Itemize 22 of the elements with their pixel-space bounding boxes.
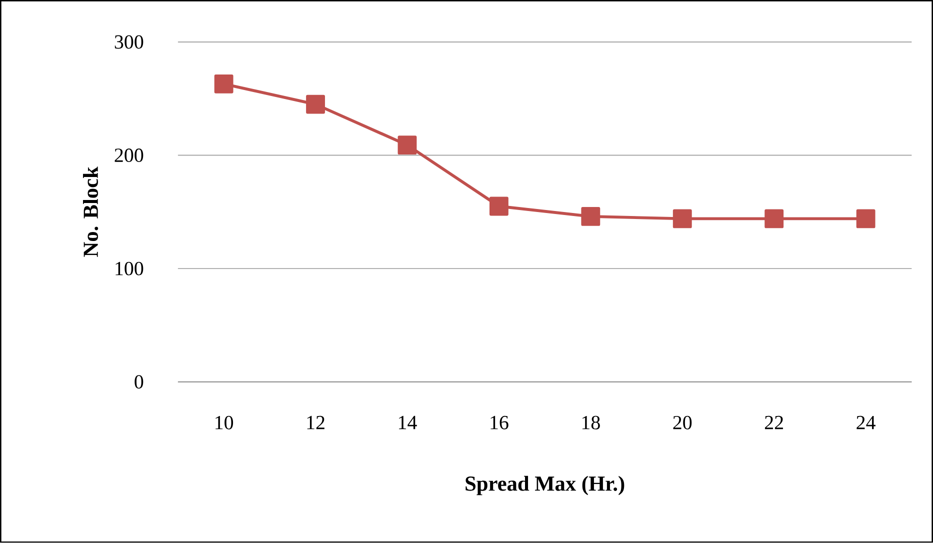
- y-tick-label: 300: [114, 35, 144, 49]
- y-tick-label: 100: [116, 262, 144, 276]
- point: [306, 94, 325, 114]
- x-tick-label: 14: [398, 416, 417, 430]
- x-tick-label: 12: [307, 416, 324, 430]
- y-tick-label: 0: [134, 375, 144, 389]
- x-axis-title: Spread Max (Hr.): [466, 476, 624, 496]
- x-tick-label: 16: [490, 416, 508, 430]
- x-tick-label: 22: [764, 416, 783, 430]
- point: [214, 74, 234, 94]
- x-tick-label: 20: [673, 416, 692, 430]
- x-tick-label: 10: [216, 416, 234, 430]
- point: [672, 209, 692, 228]
- y-axis-title: No. Block: [83, 166, 98, 257]
- point: [856, 209, 876, 228]
- point: [398, 136, 417, 155]
- y-tick-label: 200: [114, 148, 144, 162]
- point: [764, 209, 784, 228]
- point: [489, 196, 508, 216]
- point: [581, 207, 600, 226]
- x-tick-label: 18: [582, 416, 600, 430]
- x-tick-label: 24: [856, 416, 876, 430]
